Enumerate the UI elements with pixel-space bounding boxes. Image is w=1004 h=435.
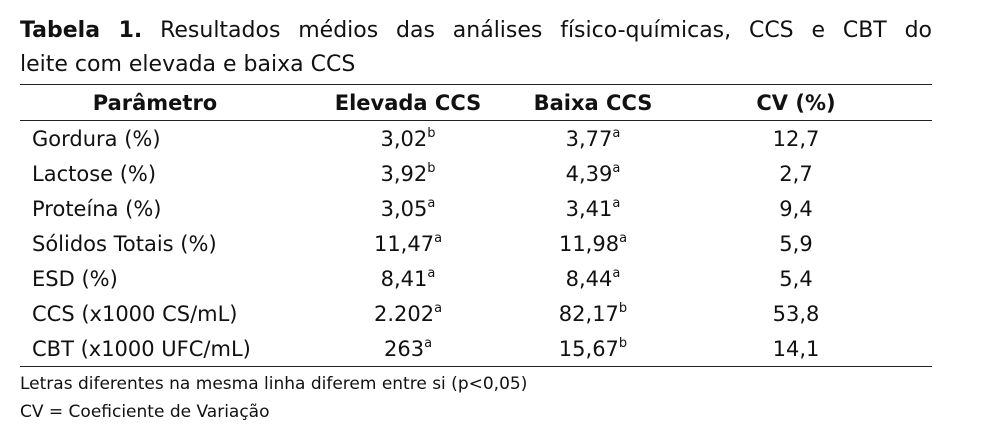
column-header: Elevada CCS [290, 84, 526, 121]
footnote: CV = Coeficiente de Variação [20, 402, 270, 422]
caption-text: leite com elevada e baixa CCS [20, 52, 356, 77]
value-cell: 3,41a [526, 191, 660, 226]
table-row: ESD (%) 8,41a 8,44a 5,4 [20, 261, 932, 296]
cell-value: 82,17 [558, 301, 619, 326]
parameter-cell: ESD (%) [32, 266, 118, 291]
value-cell: 263a [290, 331, 526, 367]
cell-value: 3,02 [380, 126, 428, 151]
significance-letter: b [618, 335, 628, 351]
footnotes: Letras diferentes na mesma linha diferem… [20, 370, 527, 426]
value-cell: 4,39a [526, 156, 660, 191]
table-row: Sólidos Totais (%) 11,47a 11,98a 5,9 [20, 226, 932, 261]
cv-cell: 5,4 [779, 266, 813, 291]
cv-cell: 12,7 [772, 126, 820, 151]
significance-letter: b [618, 300, 628, 316]
value-cell: 11,47a [290, 226, 526, 261]
cell-value: 11,47 [373, 231, 435, 256]
cv-cell: 9,4 [779, 196, 813, 221]
cv-cell: 14,1 [660, 331, 932, 367]
cell-value: 3,92 [380, 161, 428, 186]
caption-text: Resultados médios das análises físico-qu… [160, 18, 932, 43]
table-row: Lactose (%) 3,92b 4,39a 2,7 [20, 156, 932, 191]
significance-letter: a [424, 335, 433, 351]
table-row: Proteína (%) 3,05a 3,41a 9,4 [20, 191, 932, 226]
significance-letter: a [427, 195, 436, 211]
table-row: CBT (x1000 UFC/mL) 263a 15,67b 14,1 [20, 331, 932, 367]
significance-letter: b [427, 160, 436, 176]
cell-value: 11,98 [558, 231, 620, 256]
caption-line: Tabela 1. Resultados médios das análises… [20, 14, 932, 48]
cell-value: 3,05 [380, 196, 428, 221]
cell-value: 15,67 [558, 336, 619, 361]
significance-letter: a [434, 230, 443, 246]
parameter-cell: Proteína (%) [32, 196, 162, 221]
results-table: Parâmetro Elevada CCS Baixa CCS CV (%) Gord… [20, 84, 932, 367]
cv-cell: 2,7 [779, 161, 813, 186]
header-row: Parâmetro Elevada CCS Baixa CCS CV (%) [20, 84, 932, 121]
significance-letter: a [612, 160, 621, 176]
column-header: Parâmetro [20, 84, 290, 121]
significance-letter: a [612, 125, 621, 141]
footnote: Letras diferentes na mesma linha diferem… [20, 374, 528, 394]
value-cell: 3,02b [290, 121, 526, 157]
value-cell: 15,67b [526, 331, 660, 367]
significance-letter: a [427, 265, 436, 281]
cv-cell: 5,9 [779, 231, 813, 256]
caption: Tabela 1. Resultados médios das análises… [20, 14, 932, 82]
significance-letter: a [434, 300, 443, 316]
value-cell: 2.202a [290, 296, 526, 331]
significance-letter: a [619, 230, 628, 246]
value-cell: 11,98a [526, 226, 660, 261]
table-body: Gordura (%) 3,02b 3,77a 12,7 Lactose (%) 3,92… [20, 121, 932, 367]
cell-value: 8,44 [565, 266, 613, 291]
cell-value: 3,41 [565, 196, 613, 221]
significance-letter: b [427, 125, 436, 141]
parameter-cell: Lactose (%) [32, 161, 157, 186]
cv-cell: 53,8 [772, 301, 820, 326]
cell-value: 8,41 [380, 266, 428, 291]
column-header: Baixa CCS [526, 84, 660, 121]
table-row: CCS (x1000 CS/mL) 2.202a 82,17b 53,8 [20, 296, 932, 331]
parameter-cell: CCS (x1000 CS/mL) [32, 301, 238, 326]
cell-value: 3,77 [565, 126, 613, 151]
significance-letter: a [612, 195, 621, 211]
cell-value: 2.202 [373, 301, 435, 326]
table-row: Gordura (%) 3,02b 3,77a 12,7 [20, 121, 932, 157]
value-cell: 8,44a [526, 261, 660, 296]
value-cell: 3,77a [526, 121, 660, 157]
cell-value: 263 [383, 336, 425, 361]
value-cell: 8,41a [290, 261, 526, 296]
value-cell: 3,05a [290, 191, 526, 226]
cell-value: 4,39 [565, 161, 613, 186]
value-cell: 82,17b [526, 296, 660, 331]
significance-letter: a [612, 265, 621, 281]
caption-label: Tabela 1. [20, 18, 143, 43]
value-cell: 3,92b [290, 156, 526, 191]
parameter-cell: Sólidos Totais (%) [32, 231, 217, 256]
parameter-cell: Gordura (%) [32, 126, 161, 151]
column-header: CV (%) [660, 84, 932, 121]
parameter-cell: CBT (x1000 UFC/mL) [20, 331, 290, 367]
